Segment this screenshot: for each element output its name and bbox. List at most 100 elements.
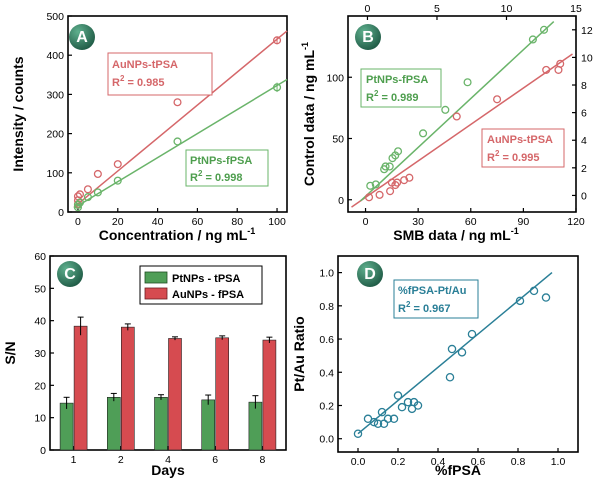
data-point [353,429,363,438]
panel-a-points [73,36,282,212]
panel-c-y-title: S/N [2,341,18,364]
right-tick-label: 6 [581,108,587,120]
data-point [467,329,477,339]
data-point [528,35,537,44]
y-tick-label: 0 [40,445,46,457]
panel-c-x-title: Days [151,462,185,478]
y-tick-label: 0.6 [319,334,334,346]
fit-line [360,20,555,202]
y-tick-label: 400 [46,50,64,62]
data-point [272,83,282,92]
y-tick-label: 0.0 [319,434,334,446]
panel-b: 0 30 60 90 120 0 50 100 0 5 10 15 0 2 4 6 8 10 12 B PtNPs-… [300,3,593,243]
y-tick-label: 0.8 [319,301,334,313]
panel-a-legend-au-r2: R2 = 0.985 [112,74,164,89]
bar [215,337,229,451]
y-tick-label: 50 [34,283,46,295]
panel-c-legend: PtNPs - tPSA AuNPs - fPSA [139,265,263,305]
panel-d-y-title: Pt/Au Ratio [291,316,307,391]
bar [121,326,135,451]
x-tick-label: 0.6 [471,456,486,468]
panel-b-frame [347,15,577,213]
data-point [385,162,394,171]
x-tick-label: 60 [192,216,204,228]
panel-a-legend-pt: PtNPs-fPSA R2 = 0.998 [185,149,269,187]
data-point [493,95,502,104]
data-point [529,286,539,296]
data-point [93,169,102,179]
data-point [393,178,402,187]
panel-d-legend-name: %fPSA-Pt/Au [398,285,466,297]
x-tick-label: 8 [259,454,265,466]
data-point [405,173,414,182]
data-point [113,160,122,169]
panel-a: 0 20 40 60 80 100 0 100 200 300 400 500 A AuNPs-tPS… [10,11,288,243]
data-point [386,187,395,196]
data-point [375,190,384,199]
bar [73,325,88,451]
panel-b-ticks: 0 30 60 90 120 0 50 100 0 5 10 15 0 2 4 6 8 10 12 [326,3,592,228]
data-point [457,348,467,357]
panel-c-letter: C [64,266,76,283]
panel-d-fit-lines [357,272,553,435]
right-tick-label: 10 [581,52,593,64]
panel-b-legend-au: AuNPs-tPSA R2 = 0.995 [481,128,565,168]
data-point [364,193,374,202]
fit-line [357,272,553,435]
panel-b-legend-pt-box [360,68,442,108]
bar [248,401,263,451]
data-point [393,147,403,156]
x-tick-label: 0 [75,216,81,228]
data-point [377,407,387,417]
y-tick-label: 60 [34,251,46,263]
x-tick-label: 4 [165,454,171,466]
y-tick-label: 100 [326,72,344,84]
panel-b-y-title: Control data / ng mL-1 [300,42,317,186]
data-point [515,296,525,306]
top-tick-label: 15 [570,3,582,15]
data-point [389,414,399,424]
panel-c-legend-swatch-green [144,271,168,284]
data-point [419,129,428,138]
y-tick-label: 200 [46,129,64,141]
data-point [366,181,375,190]
data-point [373,419,383,429]
data-point [83,185,92,194]
data-point [272,36,282,45]
panel-a-ticks: 0 20 40 60 80 100 0 100 200 300 400 500 [46,11,285,228]
data-point [452,112,461,121]
bar [168,338,182,451]
panel-b-letter: B [362,29,374,46]
panel-b-fit-lines [351,20,573,208]
data-point [173,137,182,146]
x-tick-label: 0.4 [431,456,446,468]
data-point [403,397,413,407]
right-tick-label: 8 [581,80,587,92]
bar [107,396,121,451]
x-tick-label: 1.0 [551,456,566,468]
y-tick-label: 10 [34,413,46,425]
panel-d-ticks: 0.0 0.2 0.4 0.6 0.8 1.0 0.0 0.2 0.4 0.6 0.8 1.0 [319,268,565,468]
data-point [113,176,122,185]
x-tick-label: 1 [71,454,77,466]
panel-c-legend-label-au: AuNPs - fPSA [172,289,244,301]
data-point [445,373,455,382]
x-tick-label: 40 [152,216,164,228]
panel-b-badge [355,24,381,50]
panel-d-legend-r2: R2 = 0.967 [398,300,450,315]
data-point [173,98,182,107]
fit-line [73,30,288,208]
panel-c: 0 10 20 30 40 50 60 1 2 4 6 8 C PtNPs - tPSA AuNPs … [2,251,287,478]
x-tick-label: 20 [112,216,124,228]
y-tick-label: 20 [34,380,46,392]
data-point [397,402,407,412]
panel-c-bars [59,316,277,451]
data-point [541,293,551,302]
data-point [371,180,380,189]
panel-d-x-title: %fPSA [435,462,481,478]
data-point [73,203,83,212]
panel-a-legend-pt-r2: R2 = 0.998 [190,169,242,184]
panel-a-legend-pt-box [185,149,269,187]
x-tick-label: 2 [118,454,124,466]
x-tick-label: 120 [567,216,585,228]
